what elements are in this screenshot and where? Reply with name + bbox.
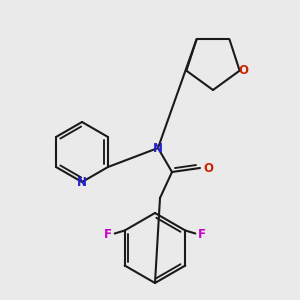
Text: N: N [153, 142, 163, 154]
Text: F: F [104, 228, 112, 241]
Text: O: O [238, 64, 249, 77]
Text: F: F [198, 228, 206, 241]
Text: N: N [77, 176, 87, 188]
Text: O: O [203, 161, 213, 175]
